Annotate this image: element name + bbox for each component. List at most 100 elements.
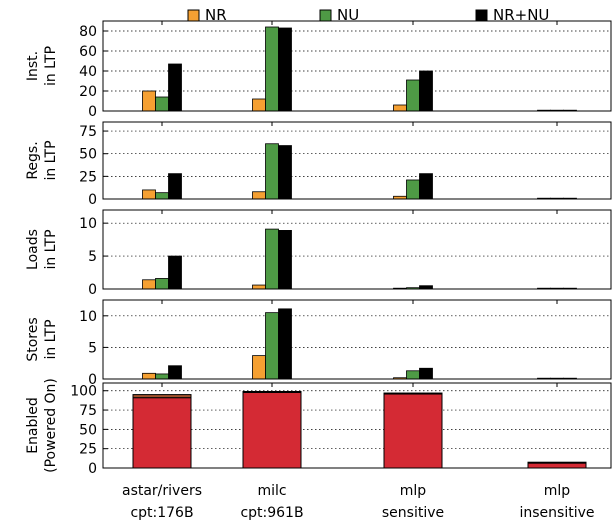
bar-nr bbox=[142, 279, 156, 290]
bar-nr-nu bbox=[419, 70, 433, 112]
bar-nr bbox=[252, 191, 266, 200]
bar-nu bbox=[155, 373, 169, 380]
bar-nr-nu bbox=[168, 63, 182, 112]
bar-enabled-top bbox=[242, 391, 302, 393]
y-tick-label: 75 bbox=[79, 403, 97, 419]
y-tick-label: 80 bbox=[79, 24, 97, 40]
y-tick-label: 100 bbox=[70, 384, 97, 400]
bar-nr-nu bbox=[168, 365, 182, 380]
bar-nr bbox=[142, 189, 156, 200]
panel-frame bbox=[102, 20, 612, 112]
bar-nr bbox=[252, 98, 266, 112]
panel-frame bbox=[102, 121, 612, 200]
bar-nr-nu bbox=[419, 367, 433, 380]
bar-nu bbox=[406, 79, 420, 112]
y-axis-label-line: Stores bbox=[25, 317, 41, 361]
bar-nr bbox=[252, 355, 266, 380]
y-axis-label: Inst. in LTP bbox=[25, 46, 59, 86]
bar-nr-nu bbox=[278, 230, 292, 290]
y-tick-label: 0 bbox=[88, 104, 97, 120]
y-tick-label: 0 bbox=[88, 192, 97, 208]
bar-enabled bbox=[132, 397, 192, 469]
bar-enabled-top bbox=[383, 392, 443, 395]
panel-frame bbox=[102, 382, 612, 469]
bar-nu bbox=[155, 192, 169, 200]
y-tick-label: 50 bbox=[79, 422, 97, 438]
y-axis-label: Enabled (Powered On) bbox=[25, 378, 59, 473]
panel-enabled: 0 25 50 75 100 Enabled (Powered On) bbox=[25, 378, 612, 477]
bar-nu bbox=[155, 278, 169, 290]
bar-nr bbox=[142, 372, 156, 380]
y-tick-label: 20 bbox=[79, 84, 97, 100]
bar-nr-nu bbox=[278, 27, 292, 112]
x-category-label: mlp bbox=[544, 483, 571, 499]
y-axis-label-line: in LTP bbox=[43, 46, 59, 86]
y-tick-label: 0 bbox=[88, 372, 97, 388]
y-tick-label: 5 bbox=[88, 249, 97, 265]
bar-nr bbox=[393, 104, 407, 112]
legend-swatch-nr bbox=[187, 9, 200, 22]
y-axis-label-line: Regs. bbox=[25, 141, 41, 179]
y-axis-label-line: in LTP bbox=[43, 229, 59, 269]
y-axis-label: Loads in LTP bbox=[25, 229, 59, 270]
y-tick-label: 10 bbox=[79, 216, 97, 232]
bar-nu bbox=[265, 312, 279, 380]
y-tick-label: 60 bbox=[79, 44, 97, 60]
bar-enabled-top bbox=[132, 394, 192, 399]
y-tick-label: 40 bbox=[79, 64, 97, 80]
y-tick-label: 25 bbox=[79, 442, 97, 458]
x-category-sublabel: insensitive bbox=[519, 505, 594, 521]
y-axis-label-line: in LTP bbox=[43, 140, 59, 180]
y-tick-label: 75 bbox=[79, 124, 97, 140]
y-tick-label: 5 bbox=[88, 340, 97, 356]
panel-frame bbox=[102, 299, 612, 380]
bar-nr-nu bbox=[419, 173, 433, 200]
x-category-sublabel: cpt:176B bbox=[130, 505, 193, 521]
bar-nu bbox=[155, 96, 169, 112]
bar-nr-nu bbox=[168, 173, 182, 200]
bar-nu bbox=[265, 228, 279, 290]
legend-label-nr-nu: NR+NU bbox=[493, 6, 549, 24]
legend-swatch-nr-nu bbox=[475, 9, 488, 22]
y-tick-label: 0 bbox=[88, 282, 97, 298]
bar-nr-nu bbox=[278, 308, 292, 380]
x-category-sublabel: sensitive bbox=[382, 505, 444, 521]
y-axis-label-line: (Powered On) bbox=[43, 378, 59, 473]
panel-inst: 0 20 40 60 80 Inst. in LTP bbox=[25, 20, 612, 120]
x-category-sublabel: cpt:961B bbox=[240, 505, 303, 521]
x-axis-category-labels: astar/rivers cpt:176B milc cpt:961B mlp sensi… bbox=[122, 483, 595, 521]
bar-enabled-top bbox=[527, 461, 587, 464]
y-tick-label: 0 bbox=[88, 461, 97, 477]
y-axis-label-line: in LTP bbox=[43, 319, 59, 359]
y-axis-label-line: Loads bbox=[25, 229, 41, 270]
y-axis-label: Stores in LTP bbox=[25, 317, 59, 361]
panel-regs: 0 25 50 75 Regs. in LTP bbox=[25, 121, 612, 208]
y-tick-label: 25 bbox=[79, 169, 97, 185]
panel-frame bbox=[102, 209, 612, 290]
legend-swatch-nu bbox=[319, 9, 332, 22]
legend-label-nr: NR bbox=[205, 6, 227, 24]
y-tick-label: 50 bbox=[79, 147, 97, 163]
x-category-label: mlp bbox=[400, 483, 427, 499]
panel-loads: 0 5 10 Loads in LTP bbox=[25, 209, 612, 298]
bar-nu bbox=[265, 26, 279, 112]
x-category-label: milc bbox=[257, 483, 286, 499]
bar-nr bbox=[252, 284, 266, 290]
legend-label-nu: NU bbox=[337, 6, 359, 24]
y-axis-label-line: Inst. bbox=[25, 51, 41, 81]
bar-nr-nu bbox=[278, 145, 292, 200]
legend: NR NU NR+NU bbox=[187, 6, 549, 24]
bar-nr-nu bbox=[168, 255, 182, 290]
y-tick-label: 10 bbox=[79, 309, 97, 325]
bar-nu bbox=[406, 370, 420, 380]
x-category-label: astar/rivers bbox=[122, 483, 202, 499]
bar-enabled bbox=[383, 393, 443, 469]
y-axis-label: Regs. in LTP bbox=[25, 140, 59, 180]
bar-nu bbox=[406, 179, 420, 200]
panel-stores: 0 5 10 Stores in LTP bbox=[25, 299, 612, 388]
bar-enabled bbox=[242, 391, 302, 469]
y-axis-label-line: Enabled bbox=[25, 397, 41, 454]
